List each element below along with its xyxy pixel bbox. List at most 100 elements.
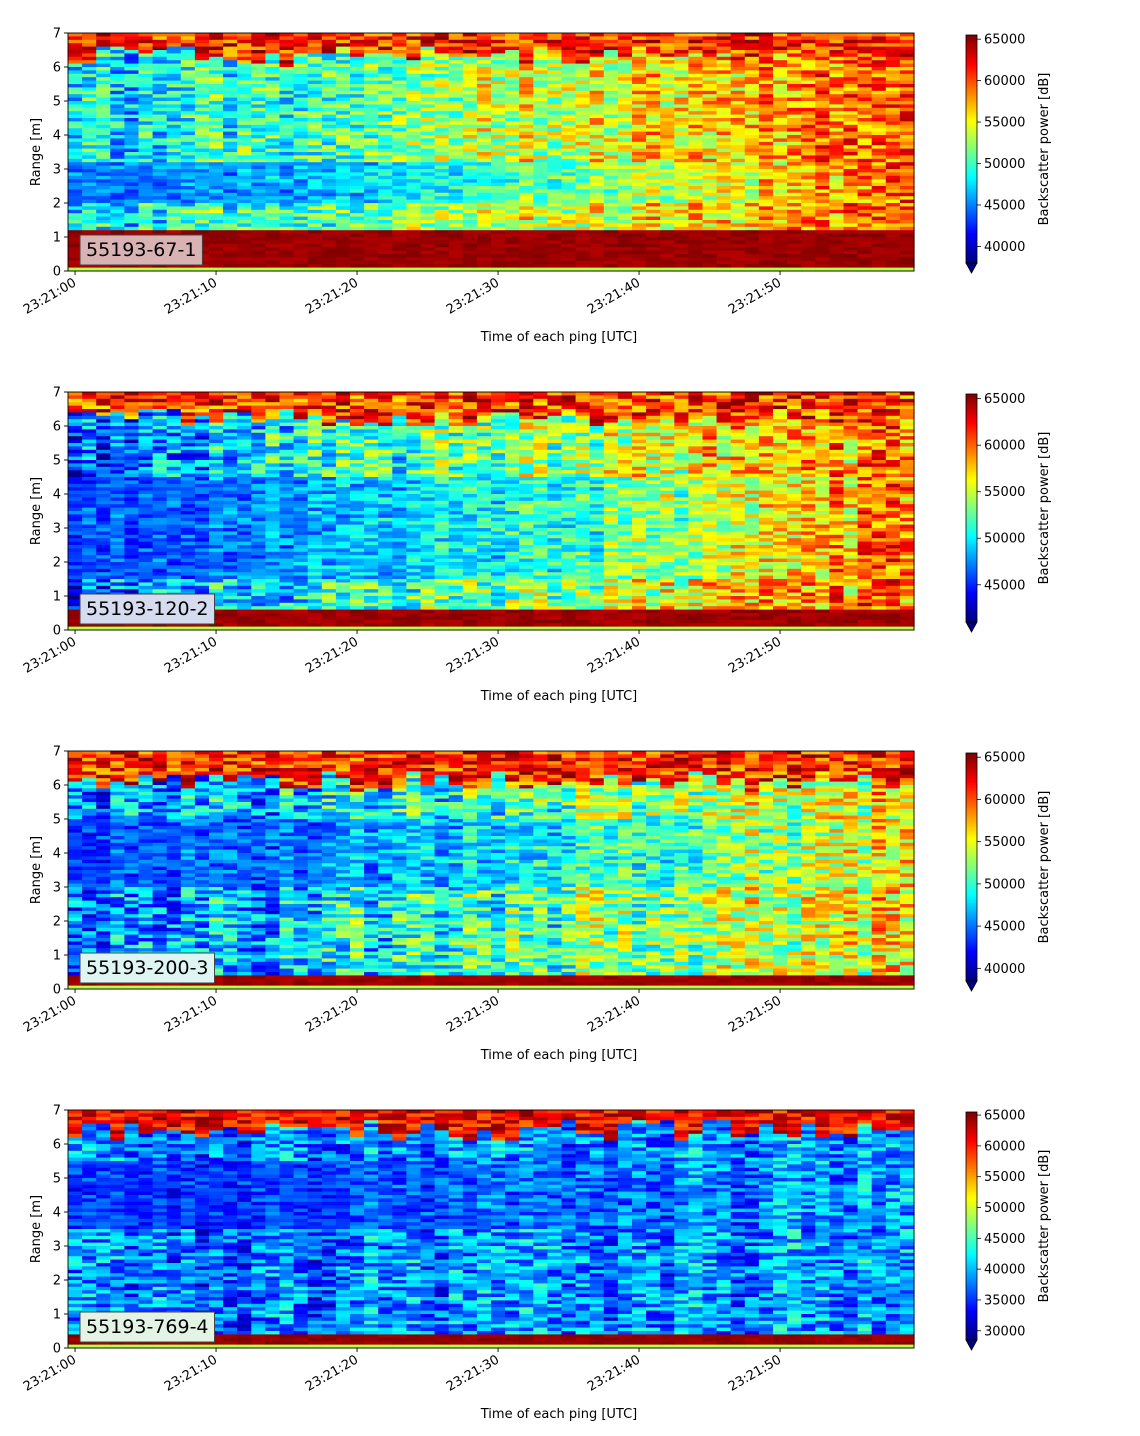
heatmap-cell <box>575 206 591 211</box>
heatmap-cell <box>335 50 351 54</box>
heatmap-cell <box>843 237 859 241</box>
heatmap-cell <box>533 114 548 119</box>
heatmap-cell <box>82 192 97 197</box>
heatmap-cell <box>279 50 295 54</box>
heatmap-cell <box>68 124 83 129</box>
heatmap-cell <box>617 141 633 146</box>
heatmap-cell <box>773 213 788 218</box>
heatmap-cell <box>815 67 830 71</box>
heatmap-cell <box>152 538 168 543</box>
heatmap-cell <box>180 179 196 184</box>
heatmap-cell <box>152 148 168 153</box>
heatmap-cell <box>617 237 633 241</box>
heatmap-cell <box>815 152 830 156</box>
heatmap-cell <box>702 230 718 235</box>
heatmap-cell <box>547 43 563 48</box>
heatmap-cell <box>180 572 196 577</box>
heatmap-cell <box>420 70 436 75</box>
heatmap-cell <box>138 267 154 272</box>
heatmap-cell <box>843 118 859 122</box>
heatmap-cell <box>448 121 464 126</box>
heatmap-cell <box>138 172 154 177</box>
heatmap-cell <box>787 203 802 207</box>
heatmap-cell <box>96 192 111 197</box>
heatmap-cell <box>716 118 732 122</box>
heatmap-cell <box>561 220 577 224</box>
heatmap-cell <box>730 84 746 88</box>
heatmap-cell <box>279 254 295 258</box>
heatmap-cell <box>420 223 436 228</box>
heatmap-cell <box>321 226 337 231</box>
heatmap-cell <box>265 94 281 99</box>
heatmap-cell <box>279 260 295 265</box>
heatmap-cell <box>561 216 577 221</box>
heatmap-cell <box>885 250 901 255</box>
heatmap-cell <box>885 131 901 136</box>
heatmap-cell <box>180 118 196 122</box>
heatmap-cell <box>68 487 83 492</box>
heatmap-cell <box>547 131 563 136</box>
heatmap-cell <box>829 233 845 238</box>
heatmap-cell <box>166 175 182 180</box>
heatmap-cell <box>124 43 140 48</box>
heatmap-cell <box>124 409 140 413</box>
heatmap-cell <box>843 155 859 160</box>
colorbar-step <box>966 57 977 61</box>
heatmap-cell <box>420 124 436 129</box>
heatmap-cell <box>815 226 830 231</box>
heatmap-cell <box>899 155 915 160</box>
heatmap-cell <box>138 206 154 211</box>
heatmap-cell <box>871 247 887 252</box>
heatmap-cell <box>674 206 689 211</box>
heatmap-cell <box>857 216 873 221</box>
heatmap-cell <box>603 56 619 61</box>
heatmap-cell <box>68 606 83 611</box>
heatmap-cell <box>209 243 224 248</box>
heatmap-cell <box>603 196 619 201</box>
heatmap-cell <box>152 422 168 427</box>
heatmap-cell <box>420 39 436 44</box>
heatmap-cell <box>716 107 732 112</box>
heatmap-cell <box>533 175 548 180</box>
heatmap-cell <box>843 80 859 85</box>
heatmap-cell <box>180 494 196 498</box>
heatmap-cell <box>773 169 788 173</box>
heatmap-cell <box>406 87 422 92</box>
heatmap-cell <box>82 226 97 231</box>
heatmap-cell <box>152 56 168 61</box>
heatmap-cell <box>603 220 619 224</box>
heatmap-cell <box>730 260 746 265</box>
heatmap-cell <box>899 121 915 126</box>
heatmap-cell <box>279 182 295 187</box>
heatmap-cell <box>124 104 140 109</box>
heatmap-cell <box>589 213 605 218</box>
heatmap-cell <box>716 39 732 44</box>
heatmap-cell <box>547 179 563 184</box>
heatmap-cell <box>251 264 266 269</box>
heatmap-cell <box>646 189 661 194</box>
heatmap-cell <box>491 90 506 95</box>
heatmap-cell <box>251 220 266 224</box>
heatmap-cell <box>166 415 182 420</box>
heatmap-cell <box>491 213 506 218</box>
heatmap-cell <box>674 243 689 248</box>
heatmap-cell <box>448 101 464 105</box>
heatmap-cell <box>251 67 266 71</box>
heatmap-cell <box>96 562 111 566</box>
heatmap-cell <box>378 148 393 153</box>
heatmap-cell <box>110 548 125 553</box>
heatmap-cell <box>603 33 619 37</box>
heatmap-cell <box>533 243 548 248</box>
heatmap-cell <box>194 155 210 160</box>
heatmap-cell <box>223 162 238 167</box>
heatmap-cell <box>730 267 746 272</box>
heatmap-cell <box>209 257 224 262</box>
heatmap-cell <box>307 148 323 153</box>
heatmap-cell <box>744 80 760 85</box>
heatmap-cell <box>857 243 873 248</box>
heatmap-cell <box>730 203 746 207</box>
heatmap-cell <box>899 209 915 214</box>
heatmap-cell <box>589 84 605 88</box>
heatmap-cell <box>519 70 534 75</box>
heatmap-cell <box>392 230 407 235</box>
